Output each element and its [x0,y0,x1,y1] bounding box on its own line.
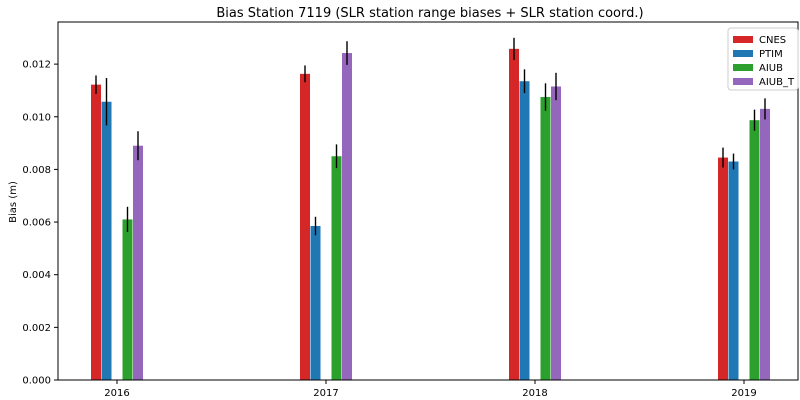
bar-cnes-2017 [300,73,310,381]
y-tick-label: 0.010 [22,112,51,123]
bar-aiub-t-2018 [551,86,561,381]
bar-aiub-t-2016 [133,145,143,380]
y-axis-label: Bias (m) [8,181,19,223]
legend-swatch-ptim [733,50,753,57]
bar-cnes-2019 [718,157,728,380]
bar-ptim-2018 [519,81,530,380]
y-tick-label: 0.008 [22,165,51,176]
axes-layer: 0.000 0.002 0.004 0.006 0.008 0.010 0.012 2016 2… [22,21,799,399]
legend: CNES PTIM AIUB AIUB_T [727,27,799,91]
x-tick-label: 2018 [522,388,547,396]
chart-title: Bias Station 7119 (SLR station range bia… [216,6,643,21]
bar-aiub-t-2019 [760,108,770,381]
y-tick-label: 0.006 [22,218,51,229]
y-tick-label: 0.012 [22,60,51,71]
legend-swatch-aiub [733,64,753,71]
x-tick-label: 2016 [104,388,129,396]
bar-ptim-2017 [310,226,321,380]
y-tick-label: 0.004 [22,270,51,281]
legend-label-cnes: CNES [759,35,786,46]
bar-aiub-t-2017 [342,53,352,381]
legend-label-aiub-t: AIUB_T [759,77,795,88]
bar-aiub-2017 [331,156,342,380]
bar-cnes-2018 [509,48,519,380]
x-tick-label: 2019 [731,388,756,396]
plot-frame [57,21,799,381]
y-tick-label: 0.002 [22,323,51,334]
errorbars-layer [95,37,766,236]
legend-label-aiub: AIUB [759,63,783,74]
legend-box [727,27,799,91]
bar-ptim-2016 [101,101,112,380]
bar-cnes-2016 [91,84,101,381]
bars-layer [91,48,770,381]
x-tick-label: 2017 [313,388,338,396]
bar-aiub-2016 [122,219,133,380]
legend-label-ptim: PTIM [759,49,783,60]
bar-aiub-2018 [540,97,551,381]
legend-swatch-aiub-t [733,78,753,85]
y-tick-label: 0.000 [22,376,51,387]
bar-ptim-2019 [728,161,739,380]
bar-aiub-2019 [749,120,760,380]
legend-swatch-cnes [733,36,753,43]
